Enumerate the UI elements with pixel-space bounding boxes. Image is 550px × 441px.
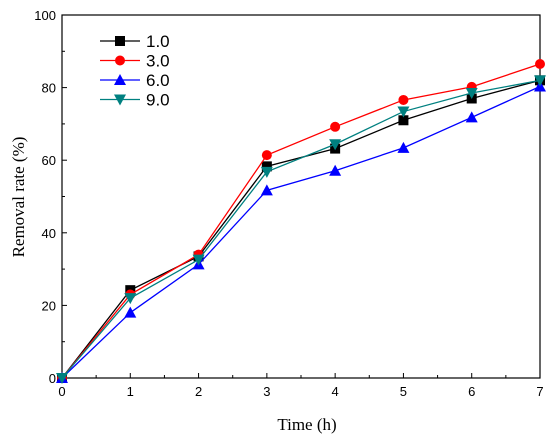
legend-entry: 1.0 <box>100 32 170 51</box>
legend: 1.03.06.09.0 <box>100 32 170 110</box>
marker-triangle-down <box>56 373 68 384</box>
series-line <box>61 79 541 379</box>
marker-square <box>398 115 409 126</box>
marker-circle <box>398 94 409 105</box>
legend-entry: 3.0 <box>100 52 170 71</box>
marker-triangle-up <box>465 111 478 123</box>
x-axis: 0 1 2 3 4 5 6 7 <box>58 373 544 399</box>
y-tick-label: 20 <box>42 298 56 313</box>
x-tick-label: 3 <box>263 384 270 399</box>
x-tick-label: 4 <box>332 384 339 399</box>
series-layer <box>56 59 546 384</box>
marker-triangle-down <box>124 293 137 305</box>
y-axis-title: Removal rate (%) <box>9 137 28 258</box>
marker-triangle-up <box>124 306 137 318</box>
marker-triangle-up <box>260 184 273 196</box>
marker-triangle-down <box>192 254 205 266</box>
y-tick-label: 40 <box>42 226 56 241</box>
x-tick-label: 1 <box>127 384 134 399</box>
marker-triangle-down <box>260 166 273 178</box>
x-tick-label: 0 <box>58 384 65 399</box>
y-tick-label: 0 <box>49 371 56 386</box>
series-line <box>61 63 541 379</box>
x-tick-label: 7 <box>536 384 543 399</box>
x-tick-label: 2 <box>195 384 202 399</box>
legend-label: 6.0 <box>146 71 170 90</box>
marker-triangle-down <box>114 94 126 106</box>
legend-label: 1.0 <box>146 32 170 51</box>
legend-label: 3.0 <box>146 52 170 71</box>
marker-square <box>115 36 125 46</box>
marker-circle <box>261 150 272 161</box>
marker-triangle-down <box>329 139 342 151</box>
plot-frame <box>61 14 541 379</box>
y-tick-label: 60 <box>42 153 56 168</box>
marker-triangle-down <box>397 106 410 118</box>
series-line <box>61 79 541 379</box>
series-3 <box>56 75 546 384</box>
series-1 <box>57 59 545 383</box>
marker-triangle-up <box>329 164 342 176</box>
marker-triangle-up <box>114 74 126 85</box>
plot-border <box>61 14 541 379</box>
legend-entry: 6.0 <box>100 71 170 90</box>
series-line <box>61 85 541 379</box>
marker-triangle-up <box>397 141 410 153</box>
marker-circle <box>115 55 125 66</box>
legend-label: 9.0 <box>146 91 170 110</box>
x-tick-label: 6 <box>468 384 475 399</box>
y-axis: 0 20 40 60 80 100 <box>34 8 67 386</box>
marker-triangle-down <box>534 75 546 87</box>
y-tick-label: 80 <box>42 81 56 96</box>
y-tick-label: 100 <box>34 8 56 23</box>
marker-triangle-down <box>465 88 478 100</box>
marker-circle <box>535 59 545 70</box>
x-tick-label: 5 <box>400 384 407 399</box>
x-axis-title: Time (h) <box>277 415 336 434</box>
marker-circle <box>330 121 341 132</box>
marker-square <box>261 161 272 172</box>
series-2 <box>56 80 546 383</box>
legend-entry: 9.0 <box>100 91 170 110</box>
